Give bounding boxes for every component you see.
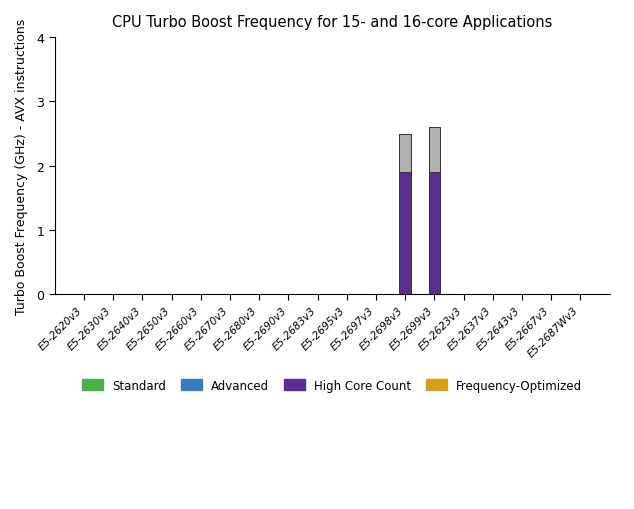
- Bar: [399, 134, 411, 173]
- Legend: Standard, Advanced, High Core Count, Frequency-Optimized: Standard, Advanced, High Core Count, Fre…: [77, 374, 587, 397]
- Bar: [399, 173, 411, 295]
- Title: CPU Turbo Boost Frequency for 15- and 16-core Applications: CPU Turbo Boost Frequency for 15- and 16…: [112, 15, 552, 30]
- Bar: [429, 173, 440, 295]
- Y-axis label: Turbo Boost Frequency (GHz) - AVX instructions: Turbo Boost Frequency (GHz) - AVX instru…: [15, 18, 28, 314]
- Bar: [429, 128, 440, 173]
